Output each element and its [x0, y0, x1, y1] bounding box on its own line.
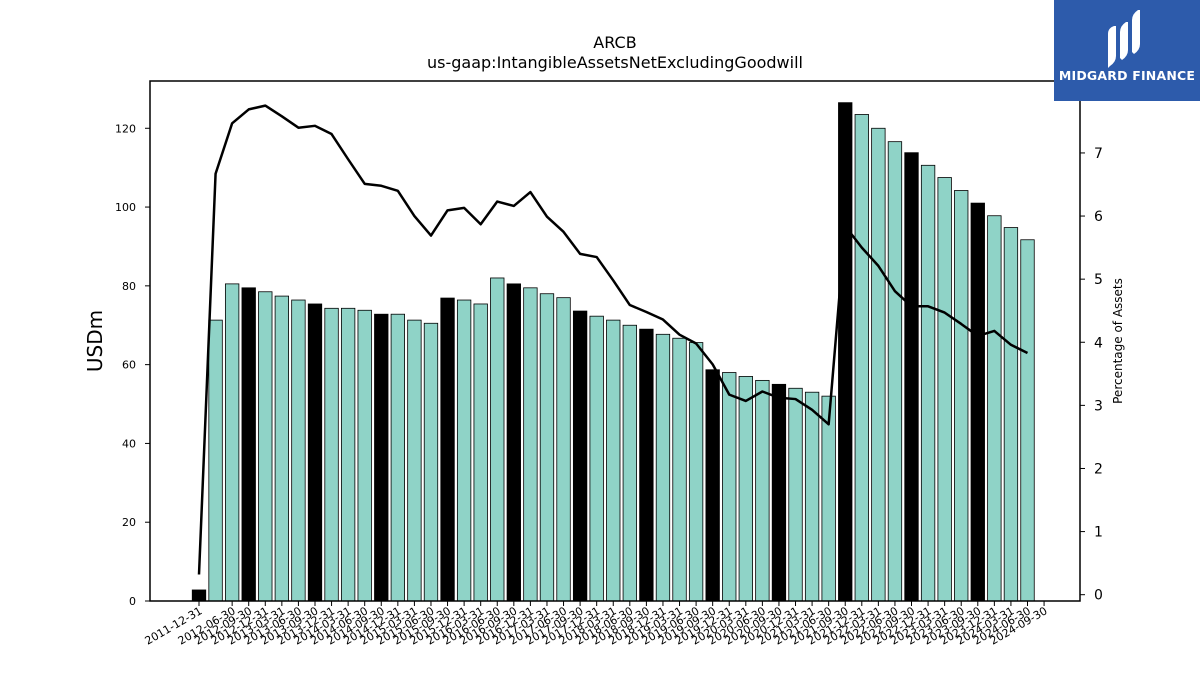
- bar: [622, 324, 637, 602]
- bar: [838, 102, 853, 602]
- bar: [688, 342, 704, 602]
- bar: [324, 307, 339, 602]
- y-right-tick-label: 0: [1094, 588, 1103, 604]
- bar: [804, 391, 820, 602]
- bar: [937, 177, 952, 602]
- bar: [440, 297, 455, 602]
- y-right-tick-label: 2: [1094, 461, 1103, 477]
- y-left-tick-label: 0: [129, 595, 136, 608]
- chart-title: ARCB: [593, 33, 636, 52]
- y-left-tick-label: 60: [122, 359, 136, 372]
- bar: [274, 295, 290, 602]
- midgard-logo-icon: [1108, 10, 1140, 68]
- bar: [854, 114, 869, 602]
- y-right-tick-label: 1: [1094, 525, 1103, 541]
- bar: [572, 310, 588, 602]
- chart-subtitle: us-gaap:IntangibleAssetsNetExcludingGood…: [427, 53, 803, 72]
- bar: [970, 202, 985, 602]
- y-right-tick-label: 5: [1094, 272, 1103, 288]
- bar: [506, 283, 521, 602]
- bar: [1003, 227, 1019, 602]
- bar: [473, 303, 488, 602]
- bar: [954, 190, 969, 602]
- bar: [788, 387, 803, 602]
- bar: [407, 319, 422, 602]
- y-axis-right: 0 1 2 3 4 5 6 7: [1080, 146, 1103, 604]
- y-left-tick-label: 40: [122, 437, 136, 450]
- bar: [241, 287, 256, 602]
- bar: [655, 333, 671, 602]
- bar: [340, 307, 356, 602]
- bar: [224, 283, 240, 602]
- bar: [589, 315, 604, 602]
- bar: [539, 293, 555, 602]
- bar: [456, 299, 472, 602]
- y-left-tick-label: 80: [122, 280, 136, 293]
- bar: [771, 383, 787, 602]
- y-right-tick-label: 6: [1094, 209, 1103, 225]
- bar: [374, 313, 389, 602]
- y-right-tick-label: 3: [1094, 398, 1103, 414]
- bar: [523, 287, 538, 602]
- bar: [738, 376, 753, 602]
- bar: [357, 309, 372, 602]
- bar: [639, 328, 654, 602]
- percentage-line-series: [197, 104, 1029, 575]
- y-left-tick-label: 100: [115, 201, 136, 214]
- bar: [904, 152, 919, 602]
- y-axis-right-title: Percentage of Assets: [1111, 278, 1125, 404]
- bar: [191, 589, 207, 602]
- plot-frame: [149, 80, 1081, 602]
- bar: [887, 141, 903, 602]
- bar: [307, 303, 323, 602]
- y-axis-left-title: USDm: [83, 310, 107, 372]
- midgard-finance-logo: MIDGARD FINANCE: [1054, 0, 1200, 101]
- bar: [755, 379, 770, 602]
- bar: [208, 319, 223, 602]
- bar: [490, 277, 505, 602]
- bar: [1020, 239, 1035, 602]
- bar: [987, 215, 1002, 602]
- bar: [705, 369, 720, 602]
- bar: [722, 372, 737, 602]
- bar: [291, 299, 306, 602]
- bar: [423, 322, 439, 602]
- bar: [390, 313, 405, 602]
- y-right-tick-label: 7: [1094, 146, 1103, 162]
- bar-series: [191, 102, 1035, 602]
- y-left-tick-label: 120: [115, 122, 136, 135]
- bar: [556, 297, 571, 602]
- logo-text: MIDGARD FINANCE: [1058, 68, 1196, 83]
- bar: [606, 319, 621, 602]
- x-axis: 2011-12-312012-06-302012-09-302012-12-31…: [143, 601, 1050, 648]
- bar: [920, 164, 936, 602]
- y-left-tick-label: 20: [122, 516, 136, 529]
- y-axis-left: 0 20 40 60 80 100 120: [115, 122, 150, 608]
- percentage-line: [197, 104, 1029, 575]
- bar: [672, 337, 687, 602]
- y-right-tick-label: 4: [1094, 335, 1103, 351]
- bar: [871, 127, 886, 602]
- bar: [821, 395, 836, 602]
- bar: [258, 291, 273, 602]
